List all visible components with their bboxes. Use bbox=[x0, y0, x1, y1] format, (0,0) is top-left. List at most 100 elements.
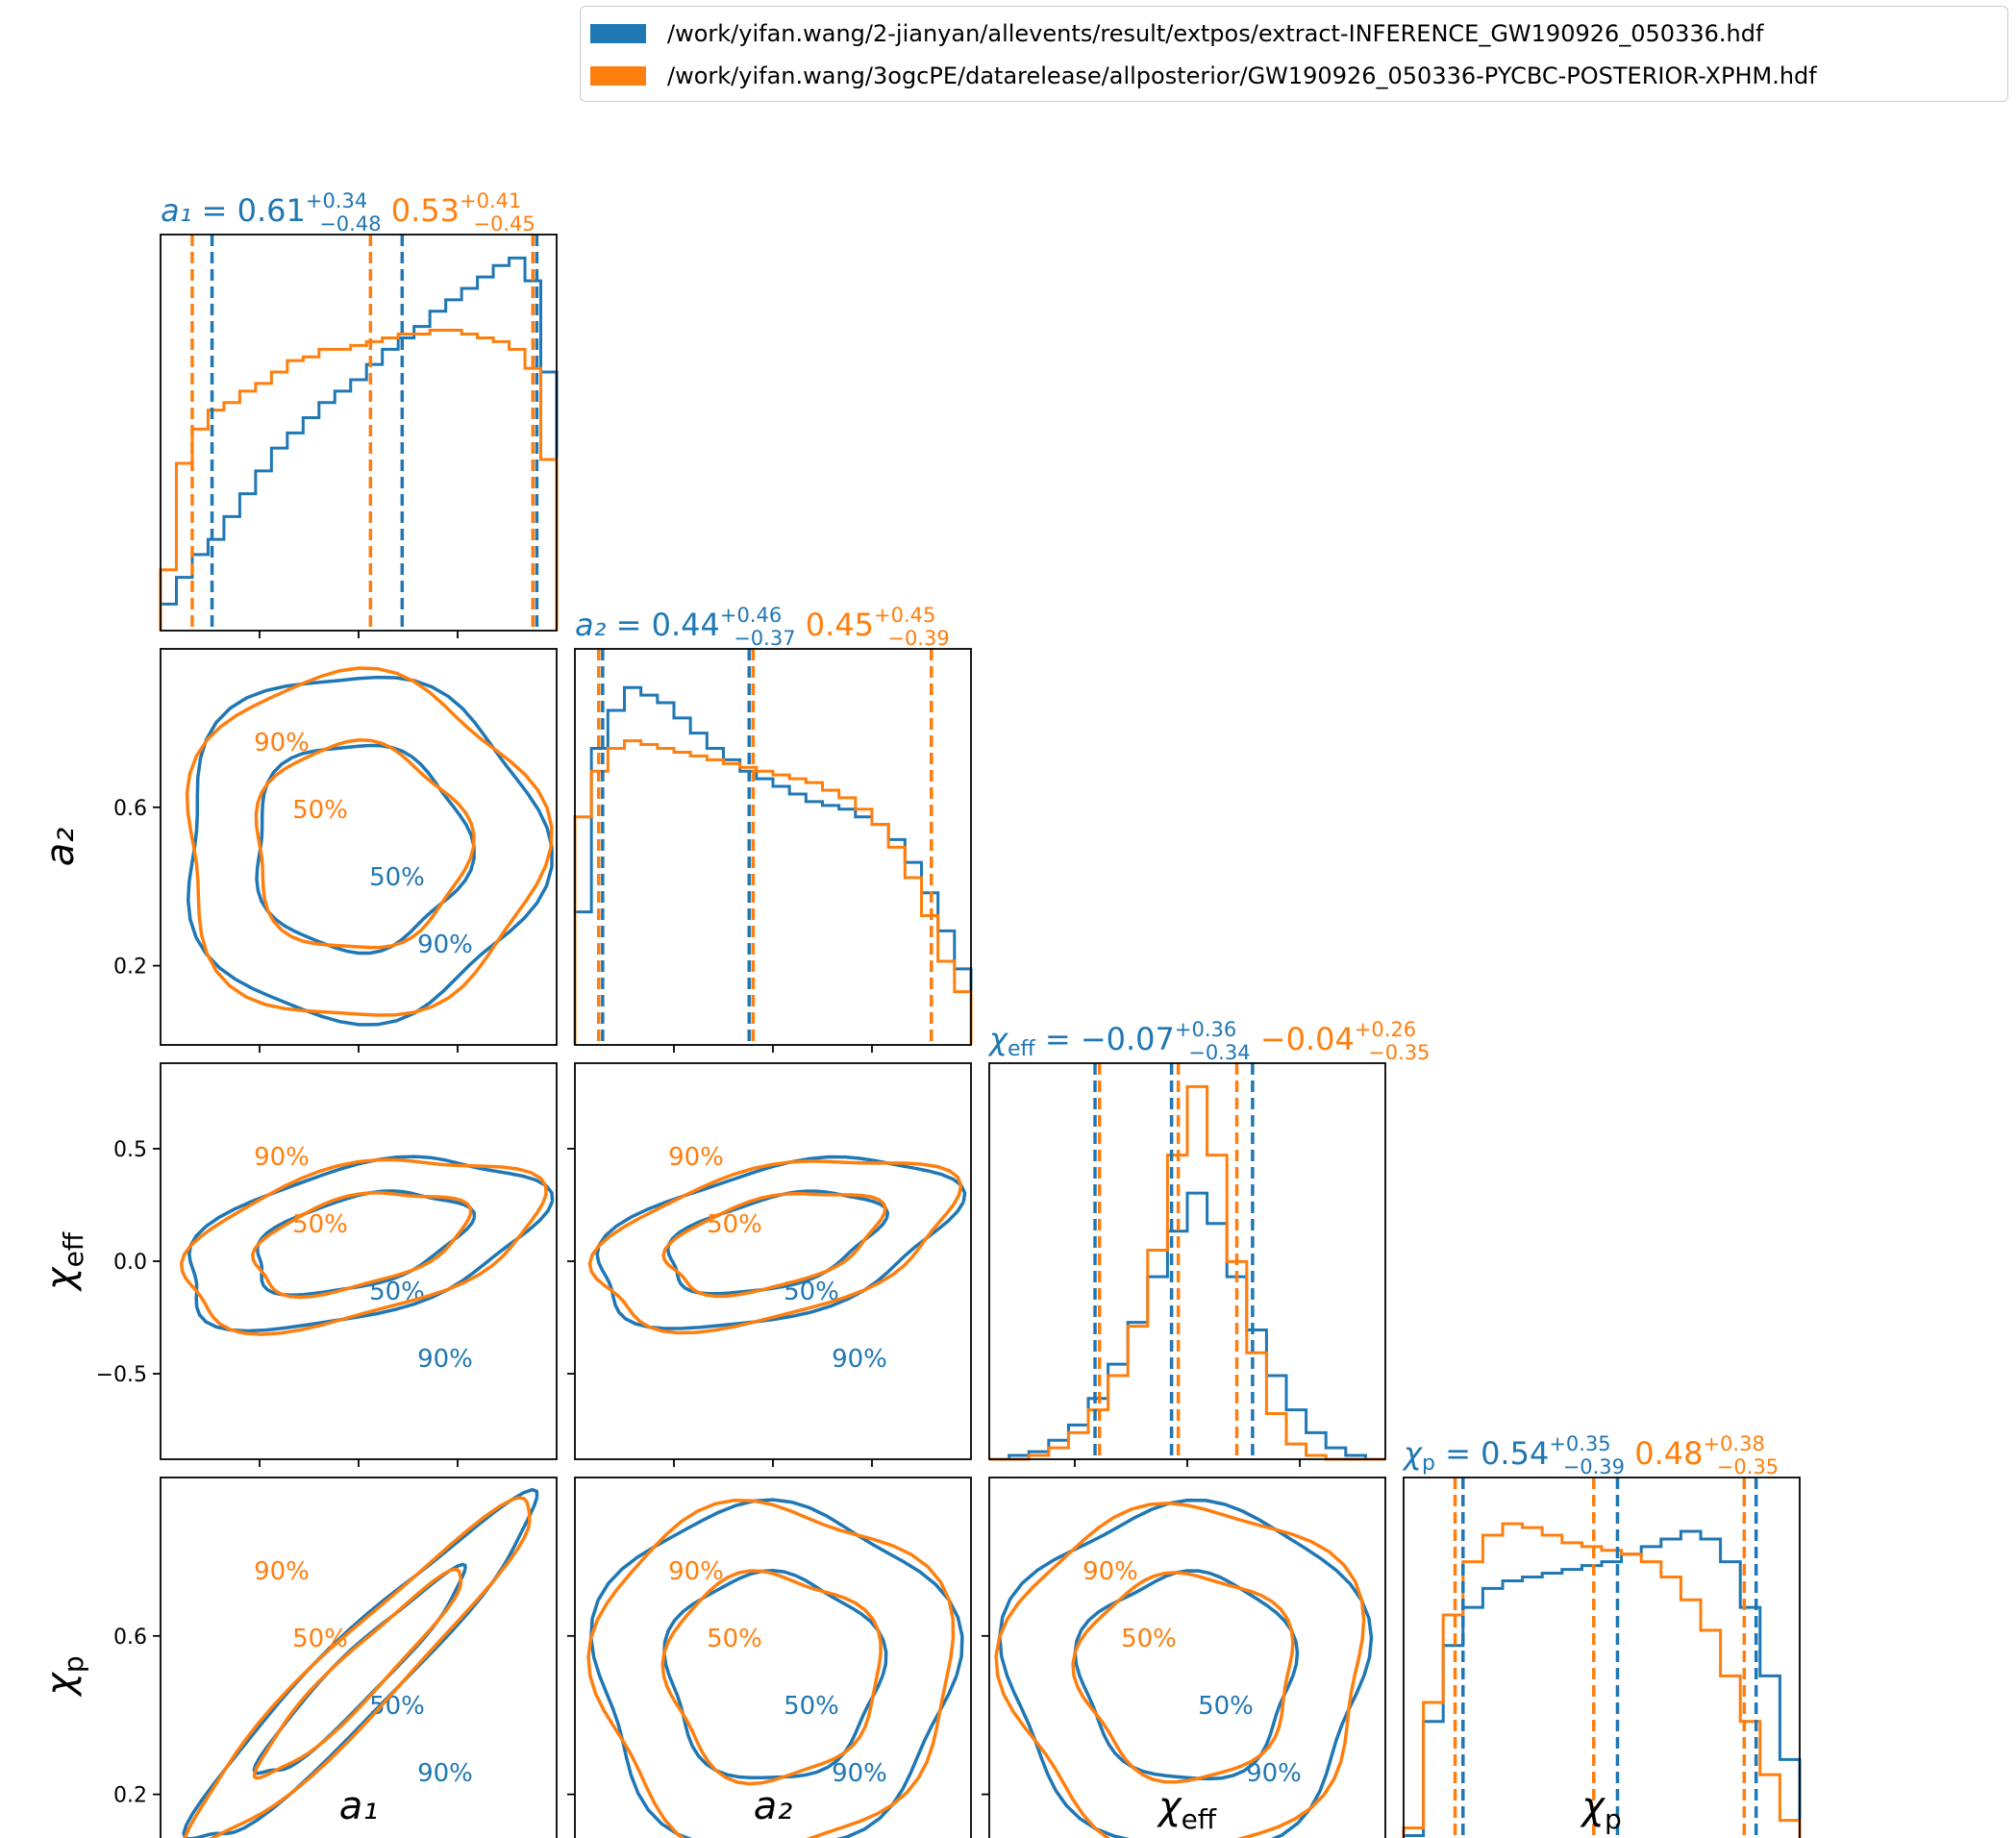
contour-label-50-series-2: 50% bbox=[707, 1625, 762, 1653]
ytick-label-chi_eff: 0.0 bbox=[113, 1251, 147, 1275]
contour-label-90-series-2: 90% bbox=[254, 1143, 310, 1172]
summary-plus-a1-2: +0.41 bbox=[460, 189, 521, 212]
histogram-a1-series-1 bbox=[159, 256, 559, 631]
legend-label-orange: /work/yifan.wang/3ogcPE/datarelease/allp… bbox=[667, 62, 1817, 89]
axes-frame-a2-chi_p bbox=[574, 1477, 972, 1838]
ytick-label-a2: 0.2 bbox=[113, 956, 147, 980]
contour-90-series-2 bbox=[586, 1498, 956, 1838]
summary-minus-a2-1: −0.37 bbox=[734, 627, 795, 650]
summary-plus-a1-1: +0.34 bbox=[306, 189, 367, 212]
xlabel-chi_p: χp bbox=[1580, 1784, 1621, 1835]
contour-label-50-series-2: 50% bbox=[292, 1625, 348, 1653]
contour-label-90-series-2: 90% bbox=[254, 1557, 310, 1586]
contour-panel-a2-chi_p: 90% 50% 90% 50% bbox=[574, 1477, 972, 1838]
histogram-chi_eff-series-1 bbox=[989, 1191, 1385, 1461]
contour-90-series-2 bbox=[994, 1502, 1366, 1838]
contour-label-50-series-2: 50% bbox=[292, 1210, 348, 1239]
contour-label-90-series-2: 90% bbox=[668, 1143, 724, 1172]
panel-title-chi_eff: χeff = −0.07+0.36 −0.34 −0.04+0.26 −0.35 bbox=[987, 1018, 1431, 1064]
contour-label-50-series-1: 50% bbox=[1198, 1692, 1254, 1721]
panel-title-a1: a₁ = 0.61+0.34 −0.48 0.53+0.41 −0.45 bbox=[161, 189, 535, 236]
summary-minus-chi_p-2: −0.35 bbox=[1717, 1455, 1779, 1478]
contour-50-series-2 bbox=[251, 1191, 473, 1300]
ylabel-chi_p: χp bbox=[38, 1655, 89, 1697]
contour-label-50-series-2: 50% bbox=[1121, 1625, 1177, 1653]
histogram-a1-series-2 bbox=[159, 329, 559, 631]
contour-label-90-series-2: 90% bbox=[1083, 1557, 1138, 1586]
contour-50-series-2 bbox=[1071, 1571, 1295, 1784]
summary-median-chi_eff-2: −0.04 bbox=[1260, 1021, 1355, 1057]
ytick-label-chi_p: 0.6 bbox=[113, 1626, 147, 1650]
contour-label-90-series-1: 90% bbox=[1246, 1759, 1302, 1788]
axes-frame-a1-chi_p bbox=[160, 1477, 558, 1838]
ylabel-chi_eff: χeff bbox=[38, 1231, 89, 1292]
contour-label-90-series-2: 90% bbox=[668, 1557, 724, 1586]
axes-frame-chi_eff-chi_p bbox=[988, 1477, 1386, 1838]
summary-plus-a2-2: +0.45 bbox=[874, 604, 935, 627]
contour-90-series-2 bbox=[179, 1157, 548, 1336]
contour-label-50-series-1: 50% bbox=[369, 863, 425, 892]
histogram-chi_eff bbox=[988, 1062, 1386, 1461]
summary-median-a1-2: 0.53 bbox=[391, 192, 460, 229]
contour-panel-a1-chi_eff: 90% 50% 90% 50% bbox=[160, 1062, 558, 1460]
contour-50-series-2 bbox=[660, 1569, 883, 1786]
contour-90-series-2 bbox=[183, 1496, 532, 1838]
ytick-label-chi_eff: −0.5 bbox=[96, 1363, 147, 1387]
histogram-a2 bbox=[573, 648, 973, 1046]
summary-minus-a2-2: −0.39 bbox=[887, 627, 949, 650]
contour-label-90-series-1: 90% bbox=[417, 931, 473, 959]
histogram-chi_eff-series-2 bbox=[989, 1084, 1385, 1461]
contour-label-90-series-1: 90% bbox=[832, 1345, 887, 1374]
legend-swatch-blue bbox=[590, 24, 646, 43]
axes-frame-chi_p bbox=[1403, 1477, 1801, 1838]
summary-median-a2-2: 0.45 bbox=[806, 607, 874, 643]
summary-minus-a1-2: −0.45 bbox=[473, 212, 535, 236]
axes-frame-a2 bbox=[574, 648, 972, 1046]
summary-minus-chi_p-1: −0.39 bbox=[1563, 1455, 1625, 1478]
panel-title-chi_p: χp = 0.54+0.35 −0.39 0.48+0.38 −0.35 bbox=[1402, 1432, 1779, 1478]
summary-median-chi_p-2: 0.48 bbox=[1634, 1435, 1703, 1472]
legend-entry-orange: /work/yifan.wang/3ogcPE/datarelease/allp… bbox=[581, 57, 1817, 95]
summary-median-chi_eff-1: −0.07 bbox=[1081, 1021, 1175, 1057]
legend-entry-blue: /work/yifan.wang/2-jianyan/allevents/res… bbox=[581, 14, 1763, 53]
histogram-a1 bbox=[159, 234, 559, 632]
contour-panel-a1-a2: 90% 50% 90% 50% bbox=[160, 648, 558, 1046]
contour-label-50-series-2: 50% bbox=[707, 1210, 762, 1239]
contour-50-series-2 bbox=[252, 1567, 463, 1780]
summary-plus-a2-1: +0.46 bbox=[720, 604, 782, 627]
contour-label-50-series-1: 50% bbox=[784, 1692, 839, 1721]
contour-label-90-series-1: 90% bbox=[417, 1759, 473, 1788]
histogram-chi_p bbox=[1402, 1477, 1802, 1838]
legend-swatch-orange bbox=[590, 66, 646, 86]
contour-label-90-series-1: 90% bbox=[832, 1759, 887, 1788]
xlabel-a1: a₁ bbox=[339, 1784, 379, 1828]
contour-panel-a1-chi_p: 90% 50% 90% 50% bbox=[160, 1477, 558, 1838]
summary-plus-chi_p-2: +0.38 bbox=[1703, 1432, 1764, 1455]
contour-50-series-2 bbox=[254, 738, 476, 950]
contour-90-series-2 bbox=[587, 1159, 963, 1335]
ytick-label-a2: 0.6 bbox=[113, 797, 147, 821]
summary-median-a2-1: 0.44 bbox=[652, 607, 720, 643]
contour-label-50-series-1: 50% bbox=[369, 1278, 425, 1306]
ytick-label-chi_p: 0.2 bbox=[113, 1784, 147, 1808]
contour-label-90-series-2: 90% bbox=[254, 729, 310, 758]
summary-minus-chi_eff-2: −0.35 bbox=[1368, 1041, 1430, 1064]
summary-plus-chi_p-1: +0.35 bbox=[1549, 1432, 1610, 1455]
panel-title-a2: a₂ = 0.44+0.46 −0.37 0.45+0.45 −0.39 bbox=[575, 604, 950, 650]
xlabel-a2: a₂ bbox=[754, 1784, 793, 1828]
summary-plus-chi_eff-1: +0.36 bbox=[1175, 1018, 1236, 1041]
legend-label-blue: /work/yifan.wang/2-jianyan/allevents/res… bbox=[667, 20, 1764, 47]
ylabel-a2: a₂ bbox=[38, 828, 83, 867]
summary-minus-a1-1: −0.48 bbox=[319, 212, 381, 236]
contour-label-50-series-2: 50% bbox=[292, 796, 348, 825]
contour-panel-chi_eff-chi_p: 90% 50% 90% 50% bbox=[988, 1477, 1386, 1838]
histogram-a2-series-2 bbox=[573, 739, 973, 1045]
summary-median-chi_p-1: 0.54 bbox=[1481, 1435, 1549, 1472]
contour-label-50-series-1: 50% bbox=[369, 1692, 425, 1721]
summary-minus-chi_eff-1: −0.34 bbox=[1188, 1041, 1250, 1064]
summary-median-a1-1: 0.61 bbox=[237, 192, 306, 229]
contour-label-90-series-1: 90% bbox=[417, 1345, 473, 1374]
axes-frame-a1 bbox=[160, 234, 558, 632]
ytick-label-chi_eff: 0.5 bbox=[113, 1138, 147, 1162]
